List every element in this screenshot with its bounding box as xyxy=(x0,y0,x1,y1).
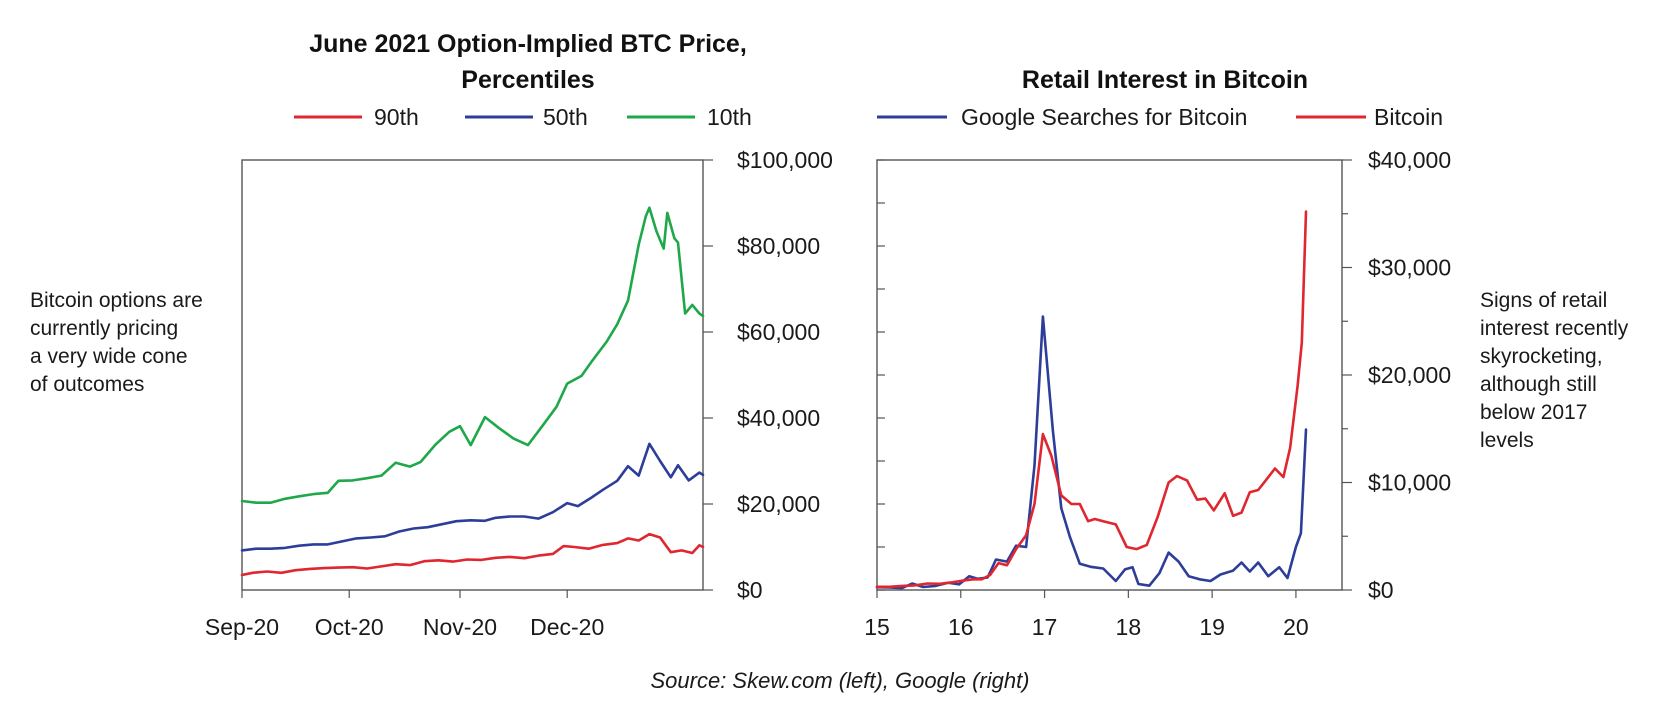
source-note: Source: Skew.com (left), Google (right) xyxy=(650,668,1029,693)
right-y-axis: $40,000 $30,000 $20,000 $10,000 $0 xyxy=(1342,147,1451,603)
y-tick-label-60000: $60,000 xyxy=(737,319,820,345)
y-tick-label-40000: $40,000 xyxy=(1368,147,1451,173)
right-legend: Google Searches for Bitcoin Bitcoin xyxy=(877,104,1443,130)
right-chart: Retail Interest in Bitcoin Google Search… xyxy=(864,66,1629,640)
left-note-line-4: of outcomes xyxy=(30,373,144,396)
left-note-line-2: currently pricing xyxy=(30,317,178,340)
series-line-50th xyxy=(240,442,705,552)
legend-label-10th: 10th xyxy=(707,104,752,130)
left-plot-frame xyxy=(241,159,704,591)
right-note-line-5: below 2017 xyxy=(1480,401,1587,424)
x-tick-label-oct-20: Oct-20 xyxy=(315,614,384,640)
x-tick-label-18: 18 xyxy=(1116,614,1142,640)
x-tick-label-nov-20: Nov-20 xyxy=(423,614,497,640)
left-note: Bitcoin options are currently pricing a … xyxy=(30,289,203,396)
right-x-axis: 15 16 17 18 19 20 xyxy=(864,590,1309,640)
legend-label-90th: 90th xyxy=(374,104,419,130)
series-line-google-searches-for-bitcoin xyxy=(875,315,1308,590)
y-tick-label-0: $0 xyxy=(1368,577,1394,603)
left-chart-title-line-2: Percentiles xyxy=(461,66,594,94)
y-tick-label-20000: $20,000 xyxy=(1368,362,1451,388)
left-chart: June 2021 Option-Implied BTC Price, Perc… xyxy=(30,30,833,640)
y-tick-label-80000: $80,000 xyxy=(737,233,820,259)
right-note-line-1: Signs of retail xyxy=(1480,289,1607,312)
right-plot-frame xyxy=(876,159,1343,591)
legend-label-50th: 50th xyxy=(543,104,588,130)
right-series-lines xyxy=(875,210,1308,590)
y-tick-label-100000: $100,000 xyxy=(737,147,833,173)
series-line-90th xyxy=(240,532,705,577)
y-tick-label-20000: $20,000 xyxy=(737,491,820,517)
left-note-line-1: Bitcoin options are xyxy=(30,289,203,312)
series-line-bitcoin xyxy=(875,210,1308,589)
x-tick-label-15: 15 xyxy=(864,614,890,640)
x-tick-label-19: 19 xyxy=(1199,614,1225,640)
x-tick-label-sep-20: Sep-20 xyxy=(205,614,279,640)
left-x-axis: Sep-20 Oct-20 Nov-20 Dec-20 xyxy=(205,590,604,640)
left-chart-title-line-1: June 2021 Option-Implied BTC Price, xyxy=(309,30,747,58)
right-note-line-3: skyrocketing, xyxy=(1480,345,1603,368)
series-line-10th xyxy=(240,206,705,504)
right-note: Signs of retail interest recently skyroc… xyxy=(1480,289,1629,452)
right-note-line-4: although still xyxy=(1480,373,1597,396)
right-note-line-2: interest recently xyxy=(1480,317,1629,340)
legend-label-google-searches: Google Searches for Bitcoin xyxy=(961,104,1247,130)
right-left-axis-ticks xyxy=(877,159,885,591)
left-note-line-3: a very wide cone xyxy=(30,345,188,368)
y-tick-label-30000: $30,000 xyxy=(1368,255,1451,281)
left-series-lines xyxy=(240,206,705,577)
y-tick-label-40000: $40,000 xyxy=(737,405,820,431)
y-tick-label-10000: $10,000 xyxy=(1368,470,1451,496)
right-note-line-6: levels xyxy=(1480,429,1534,452)
x-tick-label-dec-20: Dec-20 xyxy=(530,614,604,640)
right-chart-title: Retail Interest in Bitcoin xyxy=(1022,66,1308,94)
left-y-axis: $100,000 $80,000 $60,000 $40,000 $20,000 $0 xyxy=(703,147,833,603)
x-tick-label-16: 16 xyxy=(948,614,974,640)
y-tick-label-0: $0 xyxy=(737,577,763,603)
x-tick-label-20: 20 xyxy=(1283,614,1309,640)
x-tick-label-17: 17 xyxy=(1032,614,1058,640)
legend-label-bitcoin: Bitcoin xyxy=(1374,104,1443,130)
left-legend: 90th 50th 10th xyxy=(294,104,752,130)
